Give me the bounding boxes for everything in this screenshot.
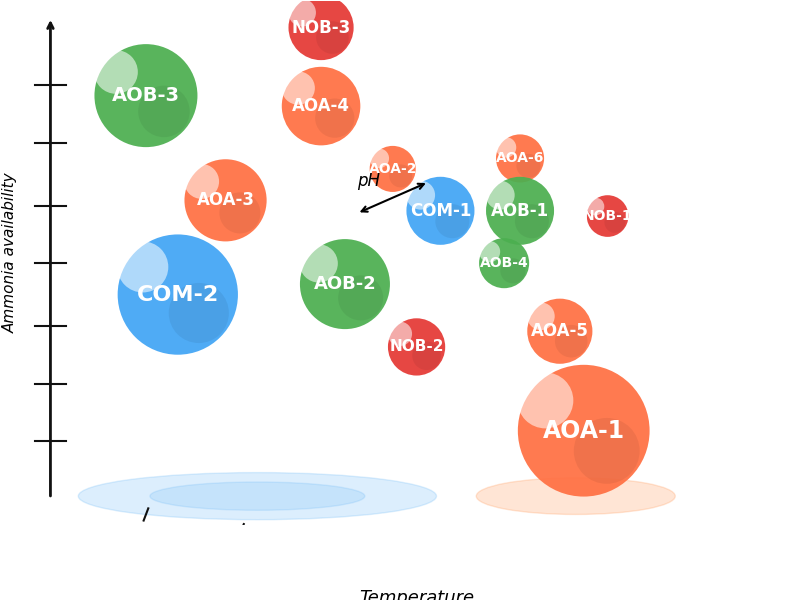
Ellipse shape <box>476 478 675 514</box>
Point <box>328 113 341 123</box>
Text: AOB-1: AOB-1 <box>491 202 549 220</box>
Point <box>514 206 526 215</box>
Point <box>314 23 327 32</box>
Point <box>420 351 433 361</box>
Point <box>158 107 170 116</box>
Point <box>292 83 305 93</box>
Text: AOA-5: AOA-5 <box>531 322 589 340</box>
Point <box>314 101 327 111</box>
Point <box>565 337 578 346</box>
Text: Temperature: Temperature <box>359 589 474 600</box>
Point <box>326 33 339 43</box>
Point <box>446 217 458 226</box>
Point <box>338 280 351 289</box>
Point <box>354 293 367 302</box>
Point <box>514 154 526 163</box>
Point <box>494 190 506 200</box>
Text: AOA-4: AOA-4 <box>292 97 350 115</box>
Point <box>578 426 590 436</box>
Point <box>192 308 205 318</box>
Point <box>534 311 547 321</box>
Point <box>195 176 208 186</box>
Text: AOA-3: AOA-3 <box>197 191 254 209</box>
Point <box>386 164 399 174</box>
Point <box>219 196 232 205</box>
Point <box>506 266 519 275</box>
Text: AOA-1: AOA-1 <box>542 419 625 443</box>
Point <box>171 290 184 299</box>
Point <box>394 329 406 338</box>
Text: pH: pH <box>358 172 380 190</box>
Point <box>234 208 246 218</box>
Text: COM-1: COM-1 <box>410 202 471 220</box>
Point <box>522 161 535 170</box>
Point <box>312 259 325 268</box>
Text: COM-2: COM-2 <box>137 284 219 305</box>
Point <box>139 91 152 100</box>
Text: AOA-6: AOA-6 <box>496 151 544 166</box>
Text: Ammonia availability: Ammonia availability <box>3 172 18 333</box>
Text: AOA-2: AOA-2 <box>369 162 417 176</box>
Point <box>434 206 447 215</box>
Point <box>110 67 122 77</box>
Point <box>526 217 538 226</box>
Point <box>589 202 602 211</box>
Point <box>410 342 423 352</box>
Point <box>394 171 407 181</box>
Text: AOB-2: AOB-2 <box>314 275 376 293</box>
Text: NOB-3: NOB-3 <box>291 19 350 37</box>
Text: AOB-4: AOB-4 <box>480 256 529 270</box>
Point <box>539 395 552 405</box>
Point <box>554 326 566 336</box>
Ellipse shape <box>150 482 365 510</box>
Point <box>483 247 496 256</box>
Point <box>500 143 513 152</box>
Text: AOB-3: AOB-3 <box>112 86 180 105</box>
Ellipse shape <box>78 473 437 520</box>
Point <box>414 190 427 200</box>
Text: NOB-2: NOB-2 <box>390 340 444 355</box>
Text: NOB-1: NOB-1 <box>582 209 633 223</box>
Point <box>601 211 614 221</box>
Point <box>600 446 613 455</box>
Point <box>498 259 510 268</box>
Point <box>136 262 149 272</box>
Point <box>373 154 386 163</box>
Point <box>609 218 622 227</box>
Point <box>296 8 309 17</box>
